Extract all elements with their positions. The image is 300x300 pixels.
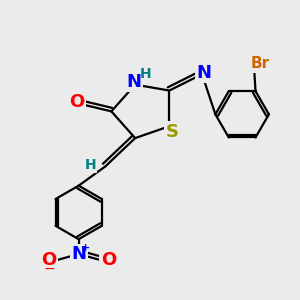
Text: N: N <box>196 64 211 82</box>
Text: H: H <box>140 67 152 81</box>
Text: +: + <box>81 243 90 253</box>
Text: N: N <box>126 73 141 91</box>
Text: Br: Br <box>250 56 269 71</box>
Text: −: − <box>43 262 55 276</box>
Text: O: O <box>41 251 57 269</box>
Text: S: S <box>166 123 179 141</box>
Text: N: N <box>71 245 86 263</box>
Text: H: H <box>85 158 96 172</box>
Text: O: O <box>101 251 116 269</box>
Text: O: O <box>70 93 85 111</box>
